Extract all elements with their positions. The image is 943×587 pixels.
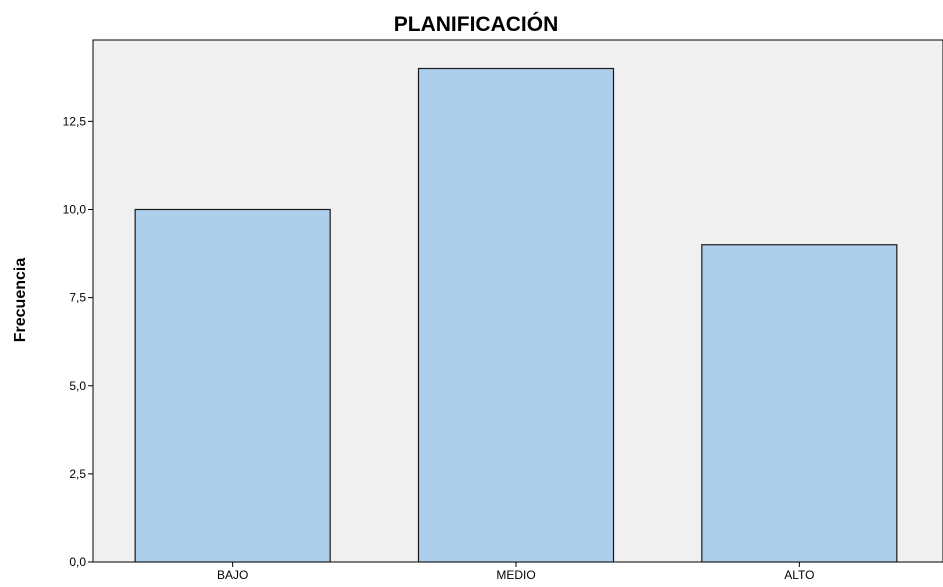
y-axis: 0,0 2,5 5,0 7,5 10,0 12,5 <box>63 114 93 569</box>
y-tick-label: 12,5 <box>63 114 87 128</box>
x-axis: BAJO MEDIO ALTO <box>217 562 814 582</box>
x-category-label: BAJO <box>217 568 248 582</box>
x-category-label: MEDIO <box>496 568 535 582</box>
y-tick-label: 2,5 <box>69 467 86 481</box>
y-tick-label: 10,0 <box>63 203 87 217</box>
y-axis-label: Frecuencia <box>12 258 29 343</box>
y-tick-label: 5,0 <box>69 379 86 393</box>
y-tick-label: 7,5 <box>69 291 86 305</box>
bar-bajo <box>134 208 331 563</box>
chart-title: PLANIFICACIÓN <box>394 12 559 36</box>
y-tick-label: 0,0 <box>69 555 86 569</box>
x-category-label: ALTO <box>784 568 814 582</box>
bar-medio <box>417 67 615 563</box>
bar-alto <box>701 244 898 563</box>
